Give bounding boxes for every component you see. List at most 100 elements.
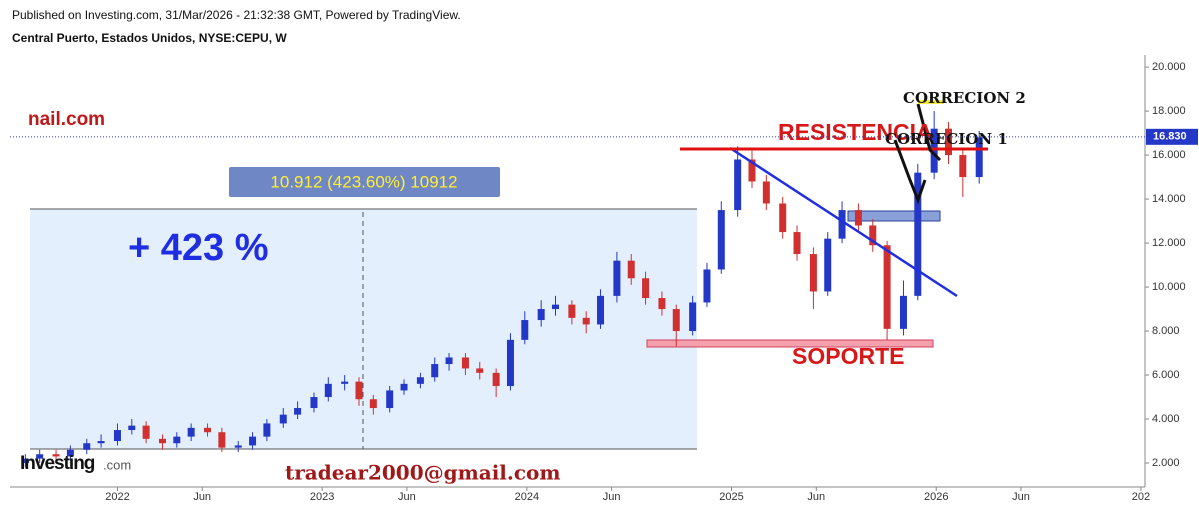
x-tick-label: Jun (398, 491, 416, 503)
candle-body (568, 304, 576, 318)
x-tick-label: 2025 (719, 491, 743, 503)
header: Published on Investing.com, 31/Mar/2026 … (12, 8, 461, 22)
plot (21, 111, 983, 468)
candle-body (762, 181, 770, 204)
resistance-label: RESISTENCIA (778, 119, 933, 145)
watermark: nail.com (28, 109, 105, 130)
candle-body (734, 159, 742, 211)
candle-body (717, 210, 725, 270)
candle-body (234, 445, 242, 448)
candle-body (930, 128, 938, 173)
candle-body (386, 390, 394, 409)
candle-body (97, 441, 105, 444)
candle-body (158, 438, 166, 444)
candle-body (492, 372, 500, 387)
email: tradear2000@gmail.com (285, 461, 561, 485)
candle-body (613, 260, 621, 296)
correction1-label: CORRECION 1 (885, 130, 1008, 148)
candle-body (748, 159, 756, 182)
candle-body (324, 383, 332, 398)
candle-body (113, 430, 121, 442)
candle-body (672, 309, 680, 332)
support-zone (646, 339, 934, 348)
x-tick-label: 2024 (515, 491, 539, 503)
candle-body (809, 254, 817, 292)
arrow (916, 103, 942, 162)
x-tick-label: 202 (1132, 491, 1150, 503)
y-tick-label: 4.000 (1152, 413, 1180, 425)
candle-body (21, 458, 29, 464)
logo-suffix: .com (103, 457, 131, 472)
y-tick-label: 12.000 (1152, 237, 1186, 249)
candle-body (36, 454, 44, 459)
marker (918, 100, 944, 104)
x-tick-label: 2022 (105, 491, 129, 503)
candle-body (824, 238, 832, 292)
candle-body (689, 302, 697, 332)
y-tick-label: 8.000 (1152, 325, 1180, 337)
gain-label: + 423 % (128, 227, 269, 269)
candle-body (899, 295, 907, 329)
candle-body (703, 269, 711, 303)
y-tick-label: 16.000 (1152, 149, 1186, 161)
candle-body (959, 155, 967, 178)
last-price-box (1146, 128, 1198, 145)
candle-body (279, 414, 287, 424)
x-tick-label: Jun (193, 491, 211, 503)
candle-body (310, 397, 318, 409)
candle-body (355, 381, 363, 400)
candle-body (521, 320, 529, 340)
x-tick-label: 2023 (310, 491, 334, 503)
chart-title: Central Puerto, Estados Unidos, NYSE:CEP… (12, 31, 287, 45)
candle-body (642, 278, 650, 299)
candle-body (249, 436, 257, 446)
support-label: SOPORTE (792, 343, 904, 369)
candle-body (793, 232, 801, 255)
candle-body (66, 449, 74, 457)
candle-body (838, 210, 846, 239)
candle-body (944, 128, 952, 156)
candle-body (341, 381, 349, 384)
candle-body (431, 364, 439, 378)
candle-body (537, 309, 545, 321)
y-tick-label: 20.000 (1152, 61, 1186, 73)
candle-body (869, 225, 877, 246)
candle-body (461, 357, 469, 369)
candle-body (476, 368, 484, 373)
y-tick-label: 18.000 (1152, 105, 1186, 117)
candle-body (218, 432, 226, 448)
candle-body (187, 427, 195, 437)
candle-body (128, 425, 136, 431)
candle-body (551, 304, 559, 310)
candle-body (294, 408, 302, 415)
candle-body (883, 245, 891, 329)
candle-body (914, 172, 922, 296)
measure-label: 10.912 (423.60%) 10912 (270, 172, 457, 191)
x-tick-label: Jun (603, 491, 621, 503)
y-tick-label: 14.000 (1152, 193, 1186, 205)
candle-body (369, 399, 377, 409)
candle-body (582, 317, 590, 325)
candle-body (506, 339, 514, 387)
candle-body (52, 454, 60, 457)
measure-label-box (229, 167, 500, 197)
y-tick-label: 2.000 (1152, 457, 1180, 469)
candle-body (142, 425, 150, 439)
candle-body (597, 295, 605, 325)
candle-body (854, 210, 862, 226)
y-tick-label: 6.000 (1152, 369, 1180, 381)
candle-body (975, 137, 983, 178)
candle-body (204, 427, 212, 433)
candle-body (83, 443, 91, 450)
correction2-label: CORRECION 2 (903, 89, 1026, 107)
candle-body (400, 383, 408, 391)
candle-body (416, 377, 424, 384)
last-price-label: 16.830 (1153, 131, 1187, 143)
candle-body (263, 423, 271, 437)
arrow (893, 139, 927, 205)
zone (847, 210, 941, 222)
candle-body (779, 203, 787, 233)
x-tick-label: Jun (1012, 491, 1030, 503)
trend-line (729, 146, 958, 298)
